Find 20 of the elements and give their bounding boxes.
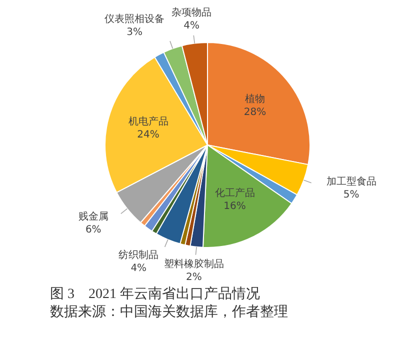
- data-label: 5%: [343, 189, 360, 200]
- data-label: 24%: [137, 129, 160, 140]
- slice-label: 塑料橡胶制品: [164, 258, 224, 270]
- data-label: 6%: [85, 224, 102, 236]
- data-label: 28%: [244, 106, 266, 118]
- slice-label: 杂项物品: [172, 6, 212, 19]
- slice-label: 仪表照相设备: [104, 13, 165, 26]
- data-label: 16%: [224, 201, 246, 212]
- data-label: 4%: [184, 20, 200, 32]
- slice-label: 加工型食品: [326, 175, 376, 188]
- slice-label: 贱金属: [78, 210, 108, 223]
- data-label: 3%: [126, 27, 143, 38]
- slice-label: 植物: [244, 92, 265, 105]
- slice-label: 化工产品: [214, 187, 255, 200]
- text: 图 3 2021 年云南省出口产品情况: [50, 286, 261, 304]
- data-label: 4%: [130, 262, 147, 274]
- slice-label: 机电产品: [128, 115, 168, 128]
- data-label: 2%: [186, 272, 202, 283]
- source-note: 数据来源：中国海关数据库，作者整理: [50, 304, 289, 322]
- slice-label: 纺织制品: [118, 248, 159, 261]
